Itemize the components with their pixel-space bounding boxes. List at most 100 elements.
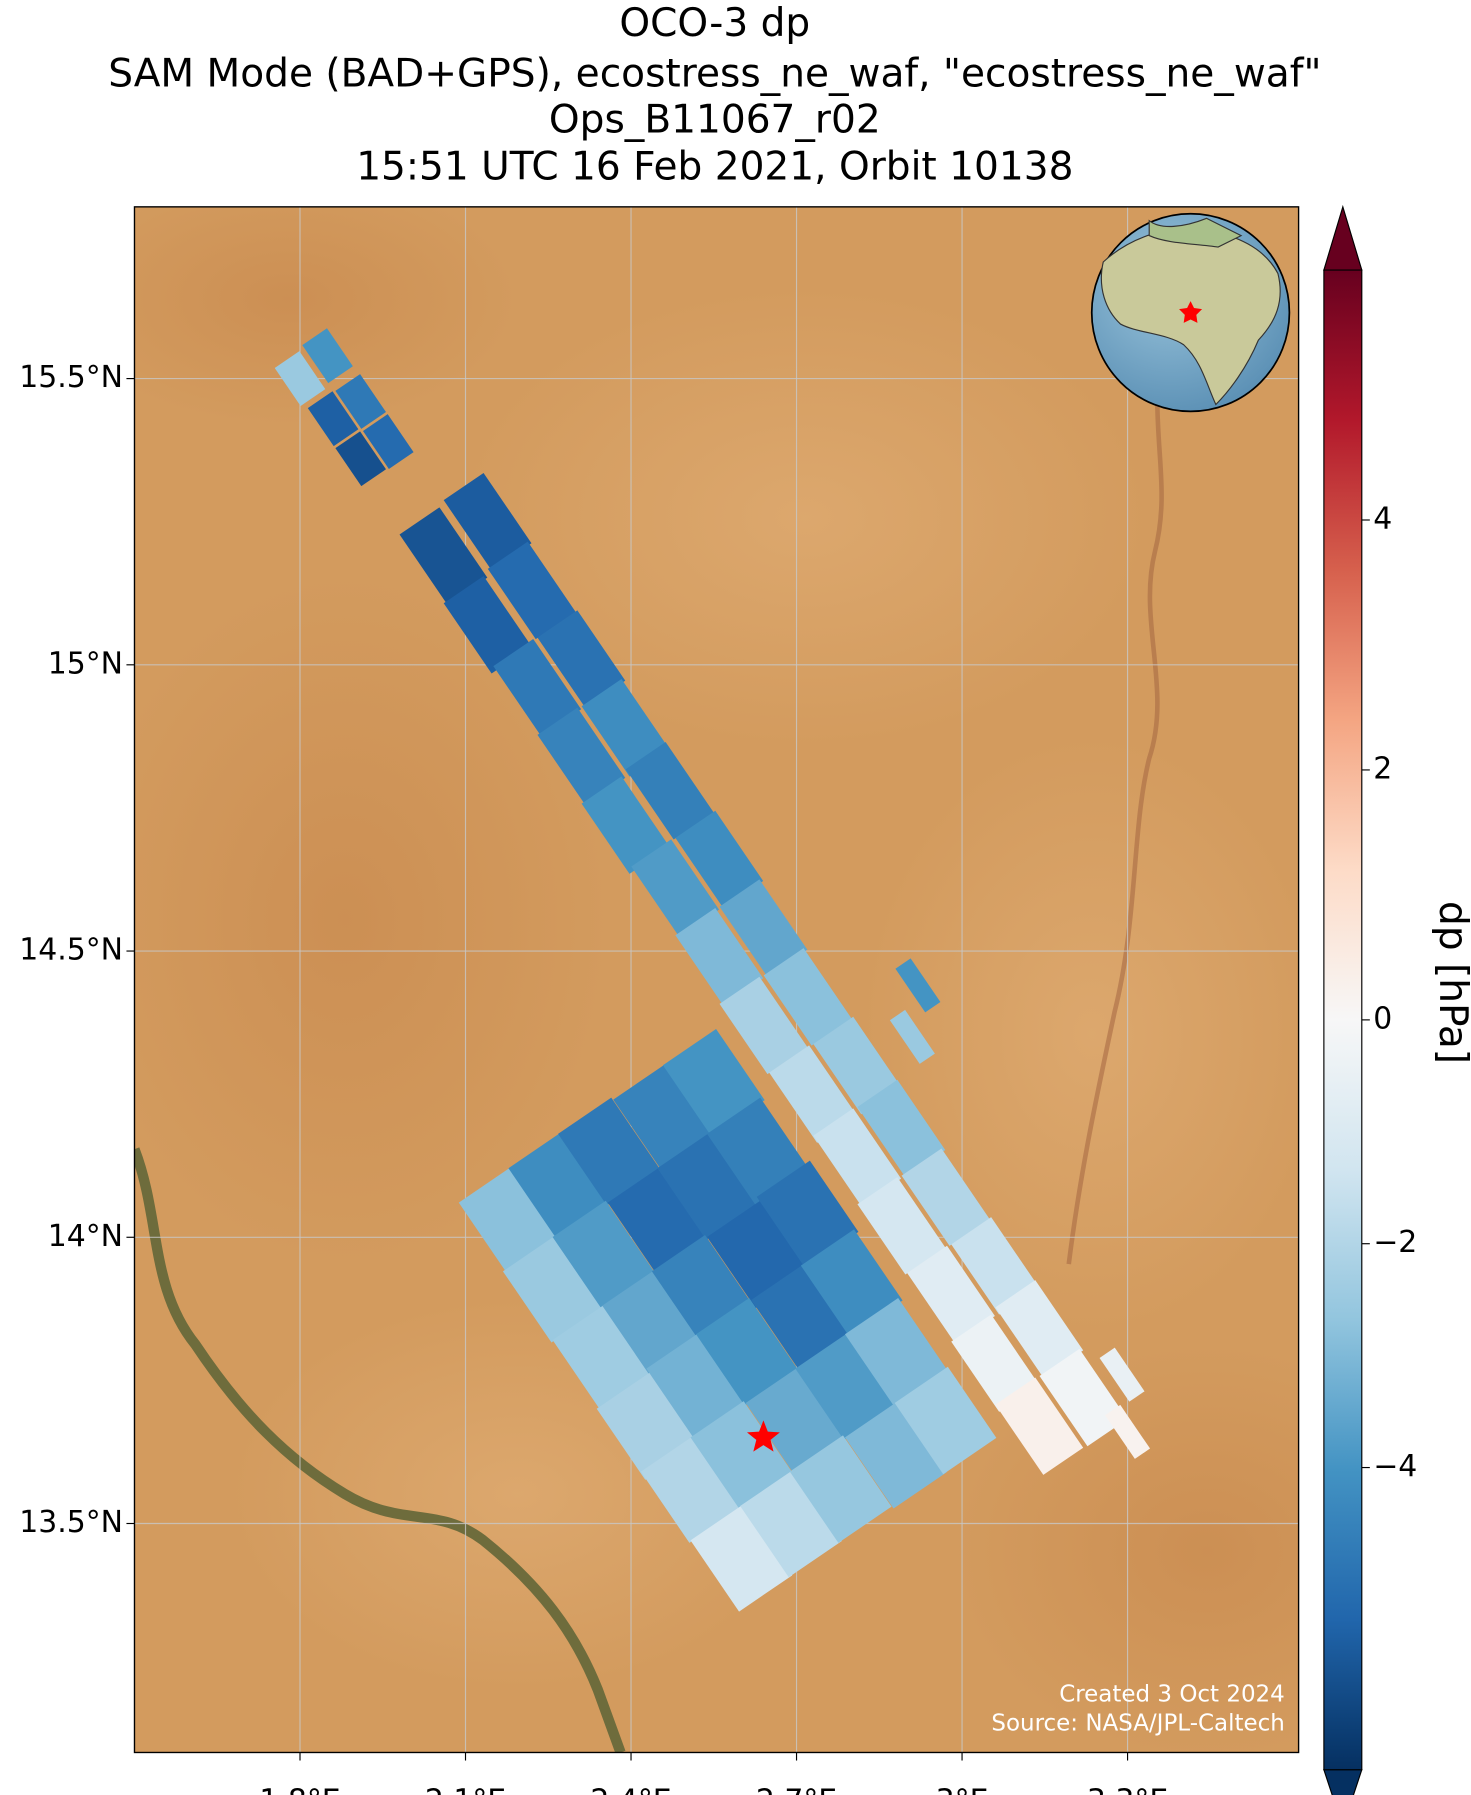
colorbar-label: dp [hPa] — [1430, 901, 1471, 1064]
sounding-cell — [631, 839, 720, 937]
sounding-cell — [763, 948, 852, 1046]
sounding-cell — [399, 507, 488, 605]
sounding-cell — [894, 1366, 997, 1475]
sounding-cell — [675, 908, 764, 1006]
colorbar: −4 −2 0 2 4 — [1323, 204, 1417, 1795]
map-area: Created 3 Oct 2024 Source: NASA/JPL-Calt… — [134, 206, 1299, 1753]
credit: Created 3 Oct 2024 — [1059, 1682, 1285, 1708]
sounding-cell — [335, 431, 386, 487]
x-tick-label: 2.1°E — [425, 1783, 506, 1795]
x-tick-label: 1.8°E — [259, 1783, 340, 1795]
sounding-cell — [751, 1263, 853, 1372]
sounding-cell — [607, 1166, 710, 1274]
soundings — [274, 328, 1151, 1612]
sounding-cell — [502, 1235, 605, 1343]
sounding-cell — [662, 1028, 765, 1137]
sounding-cell — [646, 1332, 749, 1440]
sounding-cell — [307, 391, 359, 447]
credit: Source: NASA/JPL-Caltech — [991, 1710, 1284, 1736]
target — [746, 1420, 780, 1452]
sounding-cell — [800, 1229, 903, 1337]
sounding-cell — [707, 1097, 809, 1206]
colorbar-tick-label: −4 — [1373, 1449, 1417, 1484]
y-tick-label: 15°N — [48, 646, 123, 681]
sounding-cell — [302, 328, 353, 384]
sounding-cell — [1105, 1404, 1151, 1459]
sounding-cell — [537, 610, 626, 708]
sounding-cell — [813, 1108, 902, 1206]
sounding-cell — [274, 351, 326, 406]
sounding-cell — [857, 1177, 946, 1275]
sounding-cell — [690, 1504, 793, 1612]
sounding-cell — [756, 1160, 859, 1269]
sounding-cell — [657, 1132, 760, 1240]
sounding-cell — [789, 1435, 892, 1543]
title-line: Ops_B11067_r02 — [549, 97, 881, 142]
sounding-cell — [795, 1332, 898, 1440]
sounding-cell — [895, 958, 941, 1013]
x-tick-label: 3°E — [936, 1783, 989, 1795]
map-frame — [133, 206, 1300, 1754]
sounding-cell — [1099, 1347, 1145, 1402]
title-line: SAM Mode (BAD+GPS), ecostress_ne_waf, "e… — [108, 51, 1321, 96]
colorbar-bar — [1323, 269, 1363, 1771]
sounding-cell — [844, 1298, 947, 1406]
title-line: OCO-3 dp — [619, 1, 810, 46]
sounding-cell — [813, 1016, 902, 1115]
sounding-cell — [493, 638, 582, 737]
x-tick-label: 2.7°E — [756, 1783, 837, 1795]
sounding-cell — [362, 414, 414, 469]
terrain — [134, 206, 518, 426]
colorbar-tick-label: 4 — [1373, 501, 1392, 536]
sounding-cell — [458, 1166, 561, 1274]
y-tick-label: 13.5°N — [19, 1505, 123, 1540]
sounding-cell — [844, 1401, 947, 1509]
sounding-cell — [613, 1063, 715, 1171]
sounding-cell — [443, 472, 532, 571]
river — [1066, 344, 1164, 1265]
y-tick-label: 15.5°N — [19, 360, 123, 395]
sounding-cell — [558, 1097, 660, 1206]
sounding-cell — [508, 1132, 611, 1240]
terrain — [861, 735, 1299, 1333]
sounding-cell — [889, 1009, 935, 1064]
sounding-cell — [740, 1469, 842, 1578]
sounding-cell — [537, 707, 626, 806]
sounding-cell — [690, 1401, 793, 1509]
colorbar-tick-label: −2 — [1373, 1225, 1417, 1260]
sounding-cell — [995, 1280, 1084, 1378]
terrain — [134, 574, 610, 1264]
globe-marker — [1179, 301, 1203, 323]
colorbar-tick-label: 0 — [1373, 1001, 1392, 1036]
sounding-cell — [581, 776, 670, 874]
river — [134, 1147, 626, 1753]
y-tick-label: 14°N — [48, 1219, 123, 1254]
sounding-cell — [719, 879, 808, 977]
sounding-cell — [552, 1200, 655, 1309]
terrain — [459, 287, 1150, 747]
sounding-cell — [625, 742, 714, 840]
sounding-cell — [901, 1148, 990, 1246]
sounding-cell — [857, 1079, 946, 1178]
y-tick-label: 14.5°N — [19, 933, 123, 968]
colorbar-extend — [1323, 204, 1363, 271]
sounding-cell — [487, 541, 576, 640]
landmass — [1148, 217, 1243, 248]
sounding-cell — [1039, 1348, 1128, 1447]
sounding-cell — [907, 1245, 995, 1344]
sounding-cell — [951, 1217, 1040, 1315]
colorbar-tick-label: 2 — [1373, 751, 1392, 786]
sounding-cell — [675, 810, 764, 909]
sounding-cell — [769, 1045, 857, 1143]
sounding-cell — [581, 679, 670, 777]
target-marker — [746, 1420, 780, 1452]
sounding-cell — [552, 1303, 655, 1412]
colorbar-extend — [1323, 1769, 1363, 1795]
sounding-cell — [696, 1298, 798, 1406]
sounding-cell — [335, 374, 386, 429]
x-tick-label: 3.3°E — [1087, 1783, 1168, 1795]
x-tick-label: 2.4°E — [590, 1783, 671, 1795]
sounding-cell — [745, 1366, 848, 1475]
